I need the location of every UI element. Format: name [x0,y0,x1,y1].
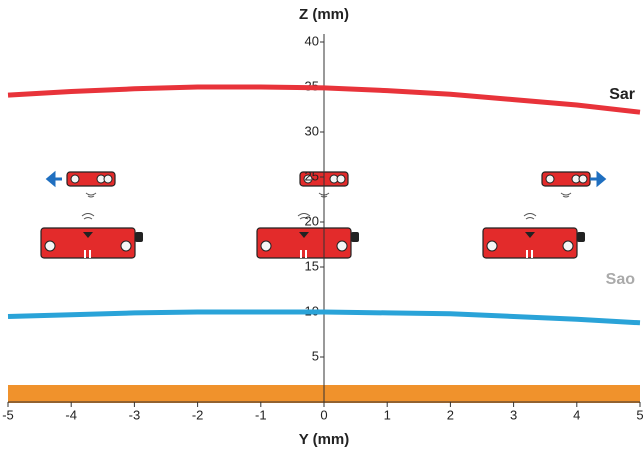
series-label: Sao [606,271,636,288]
hole [563,241,573,251]
connector [351,232,359,242]
wifi [82,214,94,220]
y-tick-label: 5 [312,348,319,363]
hole [487,241,497,251]
slot [526,250,528,258]
x-tick-label: 0 [320,407,327,422]
x-axis-title: Y (mm) [299,431,350,448]
x-tick-label: 4 [573,407,580,422]
wifi [524,214,536,220]
slot [305,250,307,258]
sensors [41,172,604,258]
connector [577,232,585,242]
y-tick-label: 25 [305,168,319,183]
x-tick-label: -1 [255,407,267,422]
hole [337,241,347,251]
x-tick-label: 3 [510,407,517,422]
y-tick-label: 15 [305,258,319,273]
slot [300,250,302,258]
wave [86,193,96,197]
x-tick-label: -3 [129,407,141,422]
y-axis-title: Z (mm) [299,6,349,23]
hole [121,241,131,251]
slot [84,250,86,258]
x-tick-label: 1 [384,407,391,422]
x-tick-label: -2 [192,407,204,422]
y-tick-label: 20 [305,213,319,228]
chart: Z (mm) Y (mm) -5-4-3-2-10123455101520253… [0,0,643,452]
y-tick-label: 30 [305,123,319,138]
hole [261,241,271,251]
hole [104,175,112,183]
wave [561,193,571,197]
x-tick-label: -4 [65,407,77,422]
hole [337,175,345,183]
x-tick-label: 2 [447,407,454,422]
slot [89,250,91,258]
arrow-right [590,174,604,184]
slot [531,250,533,258]
hole [45,241,55,251]
series-label: Sar [609,86,635,103]
y-tick-label: 40 [305,33,319,48]
connector [135,232,143,242]
arrow-left [48,174,62,184]
x-tick-label: -5 [2,407,14,422]
hole [71,175,79,183]
hole [579,175,587,183]
hole [546,175,554,183]
x-tick-label: 5 [636,407,643,422]
